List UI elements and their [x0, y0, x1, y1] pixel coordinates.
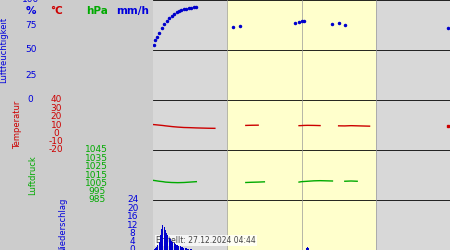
Bar — [165, 230, 166, 250]
Bar — [170, 239, 171, 250]
Text: Erstellt: 27.12.2024 04:44: Erstellt: 27.12.2024 04:44 — [156, 236, 256, 245]
Bar — [180, 246, 181, 250]
Text: -20: -20 — [49, 146, 63, 154]
Text: 985: 985 — [88, 196, 105, 204]
Bar — [169, 238, 170, 250]
Text: 0: 0 — [54, 129, 59, 138]
Text: %: % — [25, 6, 36, 16]
Text: 10: 10 — [50, 120, 62, 130]
Text: 1015: 1015 — [85, 170, 108, 179]
Bar — [227, 0, 376, 250]
Bar — [175, 244, 176, 250]
Text: Niederschlag: Niederschlag — [58, 197, 68, 250]
Text: °C: °C — [50, 6, 63, 16]
Text: 20: 20 — [50, 112, 62, 121]
Text: 40: 40 — [50, 96, 62, 104]
Text: Luftfeuchtigkeit: Luftfeuchtigkeit — [0, 17, 8, 83]
Bar — [176, 245, 177, 250]
Bar — [161, 229, 162, 250]
Text: 1045: 1045 — [86, 146, 108, 154]
Bar — [167, 236, 168, 250]
Bar — [172, 242, 173, 250]
Text: Temperatur: Temperatur — [14, 101, 22, 149]
Text: 24: 24 — [127, 196, 139, 204]
Text: -10: -10 — [49, 137, 63, 146]
Text: hPa: hPa — [86, 6, 108, 16]
Bar — [187, 248, 188, 250]
Bar — [174, 243, 175, 250]
Text: 1035: 1035 — [85, 154, 108, 163]
Bar — [154, 249, 155, 250]
Bar — [186, 248, 187, 250]
Bar — [191, 249, 192, 250]
Bar — [162, 225, 163, 250]
Bar — [189, 249, 191, 250]
Bar — [160, 236, 161, 250]
Text: 75: 75 — [25, 20, 36, 30]
Bar — [159, 242, 160, 250]
Text: 8: 8 — [130, 229, 135, 238]
Bar — [181, 247, 182, 250]
Text: 0: 0 — [130, 246, 135, 250]
Text: 995: 995 — [88, 187, 105, 196]
Text: 20: 20 — [127, 204, 139, 213]
Bar — [171, 240, 172, 250]
Bar — [156, 247, 157, 250]
Bar — [179, 246, 180, 250]
Text: 50: 50 — [25, 46, 36, 54]
Text: 16: 16 — [127, 212, 139, 221]
Bar — [182, 247, 183, 250]
Text: 30: 30 — [50, 104, 62, 113]
Text: Luftdruck: Luftdruck — [28, 155, 37, 195]
Text: 0: 0 — [28, 96, 33, 104]
Bar — [307, 247, 308, 250]
Text: 1005: 1005 — [85, 179, 108, 188]
Text: 25: 25 — [25, 70, 36, 80]
Text: 1025: 1025 — [86, 162, 108, 171]
Bar — [184, 248, 186, 250]
Bar — [166, 233, 167, 250]
Text: 12: 12 — [127, 220, 139, 230]
Bar — [306, 248, 307, 250]
Bar — [308, 248, 310, 250]
Text: mm/h: mm/h — [116, 6, 149, 16]
Bar — [177, 246, 178, 250]
Text: 4: 4 — [130, 237, 135, 246]
Bar — [164, 227, 165, 250]
Text: 100: 100 — [22, 0, 39, 4]
Bar — [155, 248, 156, 250]
